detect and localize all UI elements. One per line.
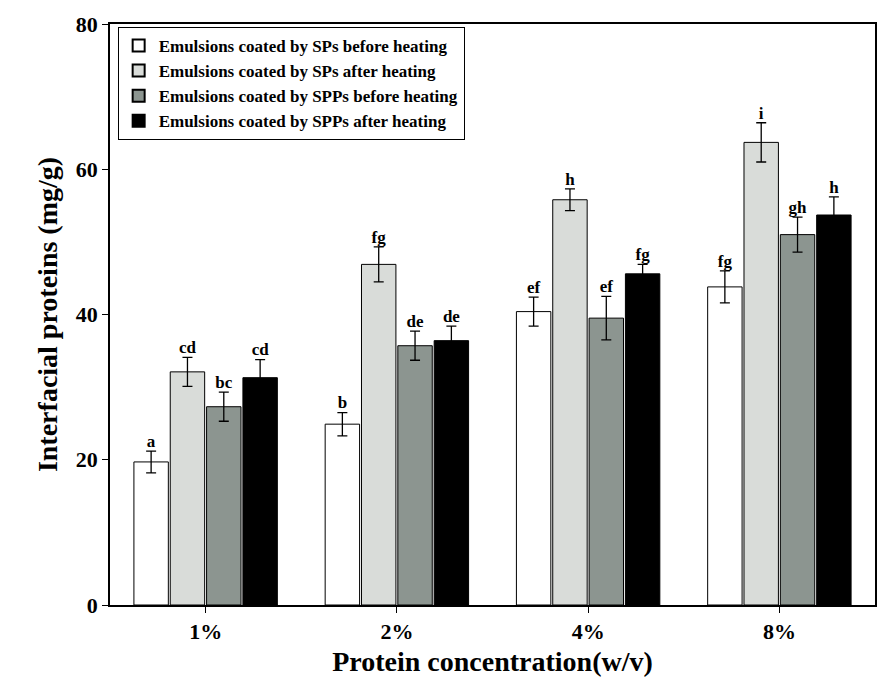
svg-text:40: 40 xyxy=(76,302,98,327)
svg-text:Interfacial proteins (mg/g): Interfacial proteins (mg/g) xyxy=(32,157,63,472)
svg-text:fg: fg xyxy=(636,245,651,264)
svg-text:Protein concentration(w/v): Protein concentration(w/v) xyxy=(332,646,653,677)
svg-text:Emulsions coated by SPs after: Emulsions coated by SPs after heating xyxy=(159,62,436,81)
svg-text:Emulsions coated by SPPs befor: Emulsions coated by SPPs before heating xyxy=(159,87,458,106)
svg-text:de: de xyxy=(443,307,460,326)
svg-text:i: i xyxy=(759,104,764,123)
svg-text:ef: ef xyxy=(600,277,614,296)
svg-text:Emulsions coated by SPPs after: Emulsions coated by SPPs after heating xyxy=(159,112,447,131)
svg-text:b: b xyxy=(338,393,347,412)
svg-text:bc: bc xyxy=(215,373,232,392)
svg-text:ef: ef xyxy=(527,278,541,297)
svg-text:a: a xyxy=(147,432,156,451)
svg-text:4%: 4% xyxy=(572,619,605,644)
svg-text:h: h xyxy=(565,170,575,189)
svg-text:8%: 8% xyxy=(763,619,796,644)
svg-text:80: 80 xyxy=(76,12,98,37)
svg-text:cd: cd xyxy=(252,340,270,359)
svg-text:0: 0 xyxy=(87,593,98,618)
svg-text:h: h xyxy=(829,178,839,197)
svg-text:1%: 1% xyxy=(189,619,222,644)
svg-text:Emulsions coated by SPs before: Emulsions coated by SPs before heating xyxy=(159,37,448,56)
svg-text:gh: gh xyxy=(789,198,808,217)
svg-text:de: de xyxy=(407,312,424,331)
svg-text:fg: fg xyxy=(372,228,387,247)
svg-text:20: 20 xyxy=(76,447,98,472)
svg-text:2%: 2% xyxy=(380,619,413,644)
svg-text:60: 60 xyxy=(76,157,98,182)
svg-text:fg: fg xyxy=(718,252,733,271)
svg-text:cd: cd xyxy=(179,338,197,357)
